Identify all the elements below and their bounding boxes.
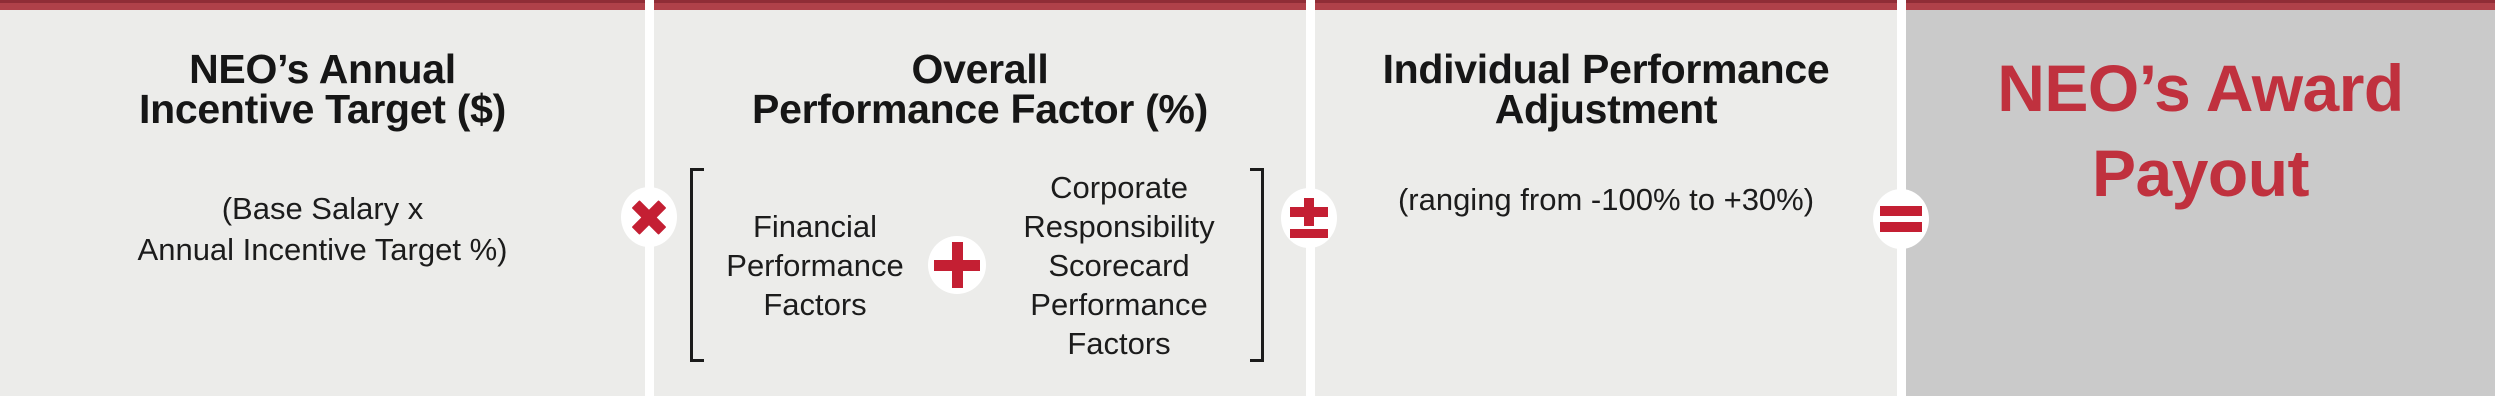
plus-operator-icon — [928, 236, 987, 294]
title-line: Adjustment — [1494, 86, 1718, 132]
left-bracket-icon — [690, 168, 704, 362]
title-line: Performance Factor (%) — [752, 86, 1208, 132]
financial-performance-factors-text: Financial Performance Factors — [704, 207, 926, 324]
panel-award-payout: NEO’s Award Payout — [1906, 0, 2495, 396]
title-line: Overall — [911, 46, 1049, 92]
equals-operator-icon — [1873, 189, 1929, 249]
factor-line: Scorecard — [1048, 247, 1190, 283]
panel-individual-performance-adjustment: Individual Performance Adjustment (rangi… — [1315, 0, 1897, 396]
factor-line: Performance — [1030, 286, 1208, 322]
panel-title: NEO’s Annual Incentive Target ($) — [0, 46, 645, 132]
panel-title: Individual Performance Adjustment — [1315, 46, 1897, 132]
plus-minus-operator-icon — [1281, 188, 1337, 248]
right-bracket-icon — [1250, 168, 1264, 362]
title-line: Payout — [2091, 136, 2310, 210]
title-line: Individual Performance — [1382, 46, 1830, 92]
factor-line: Financial — [752, 208, 878, 244]
panel-annual-incentive-target: NEO’s Annual Incentive Target ($) (Base … — [0, 0, 645, 396]
title-line: NEO’s Award — [1997, 51, 2404, 125]
factor-line: Performance — [726, 247, 904, 283]
subtext-line: Annual Incentive Target %) — [137, 232, 508, 267]
subtext-line: (Base Salary x — [221, 191, 424, 226]
title-line: NEO’s Annual — [189, 46, 456, 92]
performance-factor-expression: Financial Performance Factors Corporate … — [690, 168, 1264, 362]
panel-overall-performance-factor: Overall Performance Factor (%) Financial… — [654, 0, 1306, 396]
subtext-line: (ranging from -100% to +30%) — [1397, 182, 1815, 217]
factor-line: Factors — [1067, 325, 1171, 361]
multiply-operator-icon — [621, 187, 677, 247]
panel-subtext: (Base Salary x Annual Incentive Target %… — [0, 188, 645, 270]
panel-subtext: (ranging from -100% to +30%) — [1315, 179, 1897, 220]
corporate-responsibility-factors-text: Corporate Responsibility Scorecard Perfo… — [988, 168, 1250, 363]
panel-title: Overall Performance Factor (%) — [654, 46, 1306, 132]
title-line: Incentive Target ($) — [139, 86, 506, 132]
factor-line: Responsibility — [1023, 208, 1215, 244]
award-payout-title: NEO’s Award Payout — [1906, 46, 2495, 216]
factor-line: Corporate — [1050, 169, 1188, 205]
factor-line: Factors — [763, 286, 867, 322]
